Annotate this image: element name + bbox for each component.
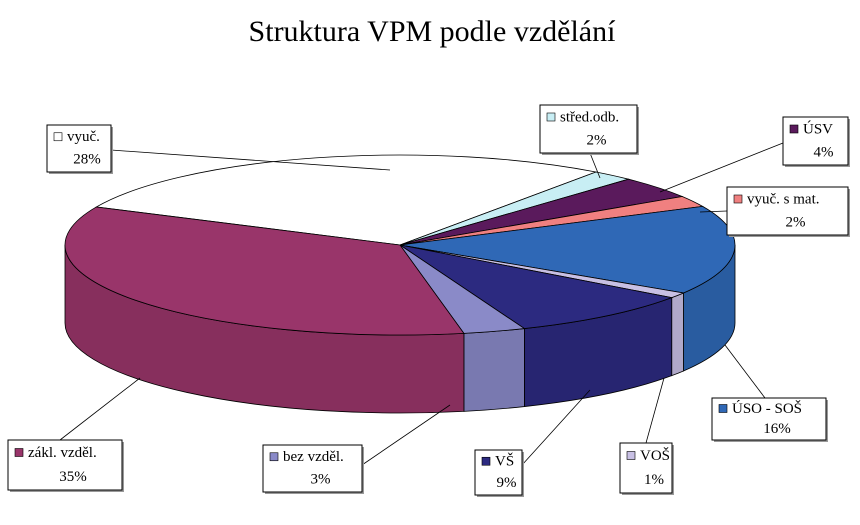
legend-swatch [269,452,279,462]
label-box [539,104,638,154]
leader-line [361,404,451,466]
pie-slice [399,244,674,329]
leader-line [645,377,665,444]
leader-line [724,344,766,399]
value-label: 35% [59,469,87,485]
value-label: 1% [644,472,664,488]
legend-swatch [546,112,556,122]
chart-title: Struktura VPM podle vzdělání [249,15,617,48]
legend-swatch [14,448,24,457]
legend-swatch [718,404,728,413]
leader-line [659,142,784,193]
value-label: 16% [763,421,791,437]
category-label: bez vzděl. [283,449,344,465]
label-box [711,397,827,441]
label-box [262,444,363,493]
leader-line [59,377,141,441]
pie-slice [64,206,465,336]
value-label: 4% [814,144,834,160]
pie-side [671,292,684,377]
value-label: 2% [786,214,806,230]
value-label: 2% [587,132,607,148]
category-label: ÚSO - SOŠ [732,400,802,417]
category-label: zákl. vzděl. [28,445,97,461]
legend-swatch [53,132,63,142]
leader-line [589,152,601,179]
label-box [726,186,849,236]
legend-swatch [626,451,636,460]
legend-swatch [481,456,491,466]
leader-line [699,210,728,213]
category-label: ÚSV [803,120,833,137]
value-label: 28% [73,152,101,168]
category-label: vyuč. [67,129,100,145]
pie-slice [399,205,736,294]
value-label: 3% [311,472,331,488]
legend-swatch [733,194,743,204]
category-label: vyuč. s mat. [747,191,820,207]
label-box [7,439,123,491]
pie-side [463,328,525,412]
category-label: VŠ [495,453,514,470]
category-label: střed.odb. [560,109,619,125]
legend-swatch [789,124,799,134]
category-label: VOŠ [640,447,670,464]
leader-line [521,389,591,466]
leader-line [110,149,391,171]
value-label: 9% [497,475,517,491]
